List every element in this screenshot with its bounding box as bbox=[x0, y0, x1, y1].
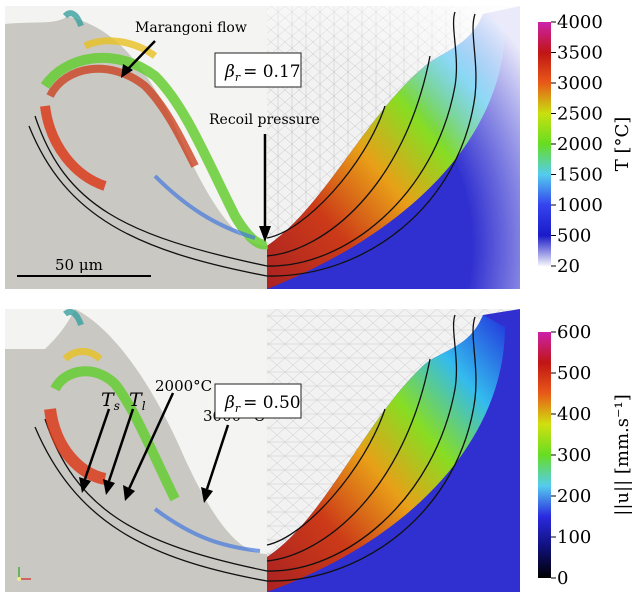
beta-box-bottom: βr = 0.50 bbox=[214, 383, 302, 419]
svg-text:50 μm: 50 μm bbox=[55, 256, 103, 274]
tl-label: Tl bbox=[129, 389, 146, 413]
bottom-simulation-svg: Ts Tl 2000°C 3000 °C βr= 0.50 bbox=[5, 309, 520, 592]
colorbar-tick-label: 2500 bbox=[557, 104, 603, 125]
colorbar-tick-label: 200 bbox=[557, 486, 591, 507]
colorbar-tick-label: 500 bbox=[557, 226, 591, 247]
bottom-simulation-panel: Ts Tl 2000°C 3000 °C βr= 0.50 bbox=[5, 309, 520, 592]
ts-label: Ts bbox=[101, 389, 120, 413]
isotherm-contours bbox=[28, 11, 477, 277]
colorbar-tick-label: 3500 bbox=[557, 43, 603, 64]
recoil-label: Recoil pressure bbox=[209, 112, 320, 128]
scale-bar: 50 μm bbox=[17, 256, 151, 277]
colorbar-gradient bbox=[538, 22, 551, 266]
label-arrows bbox=[83, 392, 230, 490]
isotherm-contours bbox=[34, 314, 477, 582]
colorbar-tick-label: 1500 bbox=[557, 165, 603, 186]
colorbar-tick-label: 600 bbox=[557, 322, 591, 343]
svg-text:βr= 0.50: βr = 0.50 bbox=[224, 393, 301, 415]
beta-box-top: βr = 0.17 bbox=[214, 52, 302, 88]
colorbar-tick-label: 400 bbox=[557, 404, 591, 425]
colorbar-tick-label: 1000 bbox=[557, 195, 603, 216]
top-simulation-panel: Marangoni flow βr = 0.17 Recoil pressure … bbox=[5, 6, 520, 289]
colorbar-tick-label: 20 bbox=[557, 256, 580, 277]
velocity-vectors bbox=[40, 10, 269, 250]
top-simulation-svg: Marangoni flow βr = 0.17 Recoil pressure … bbox=[5, 6, 520, 289]
colorbar-tick-label: 300 bbox=[557, 445, 591, 466]
marangoni-label: Marangoni flow bbox=[135, 20, 247, 36]
colorbar-gradient bbox=[538, 332, 551, 578]
colorbar-tick-label: 4000 bbox=[557, 12, 603, 33]
axis-triad-icon bbox=[17, 567, 31, 581]
colorbar-tick-label: 2000 bbox=[557, 134, 603, 155]
temperature-colorbar: 4000 3500 3000 2500 2000 1500 1000 500 20 T [°C] bbox=[536, 4, 644, 294]
velocity-colorbar: 600 500 400 300 200 100 0 ||u|| [mm.s⁻¹] bbox=[536, 306, 644, 596]
velocity-vectors bbox=[44, 309, 261, 553]
svg-text:βr= 0.17: βr = 0.17 bbox=[224, 62, 301, 84]
colorbar-title: T [°C] bbox=[612, 117, 633, 172]
colorbar-tick-label: 500 bbox=[557, 363, 591, 384]
marangoni-arrow bbox=[126, 40, 156, 71]
colorbar-tick-label: 3000 bbox=[557, 73, 603, 94]
keyhole-air-left bbox=[75, 309, 267, 554]
colorbar-tick-label: 0 bbox=[557, 568, 568, 589]
colorbar-tick-label: 100 bbox=[557, 527, 591, 548]
colorbar-title: ||u|| [mm.s⁻¹] bbox=[612, 394, 633, 515]
label-2000: 2000°C bbox=[155, 377, 212, 395]
